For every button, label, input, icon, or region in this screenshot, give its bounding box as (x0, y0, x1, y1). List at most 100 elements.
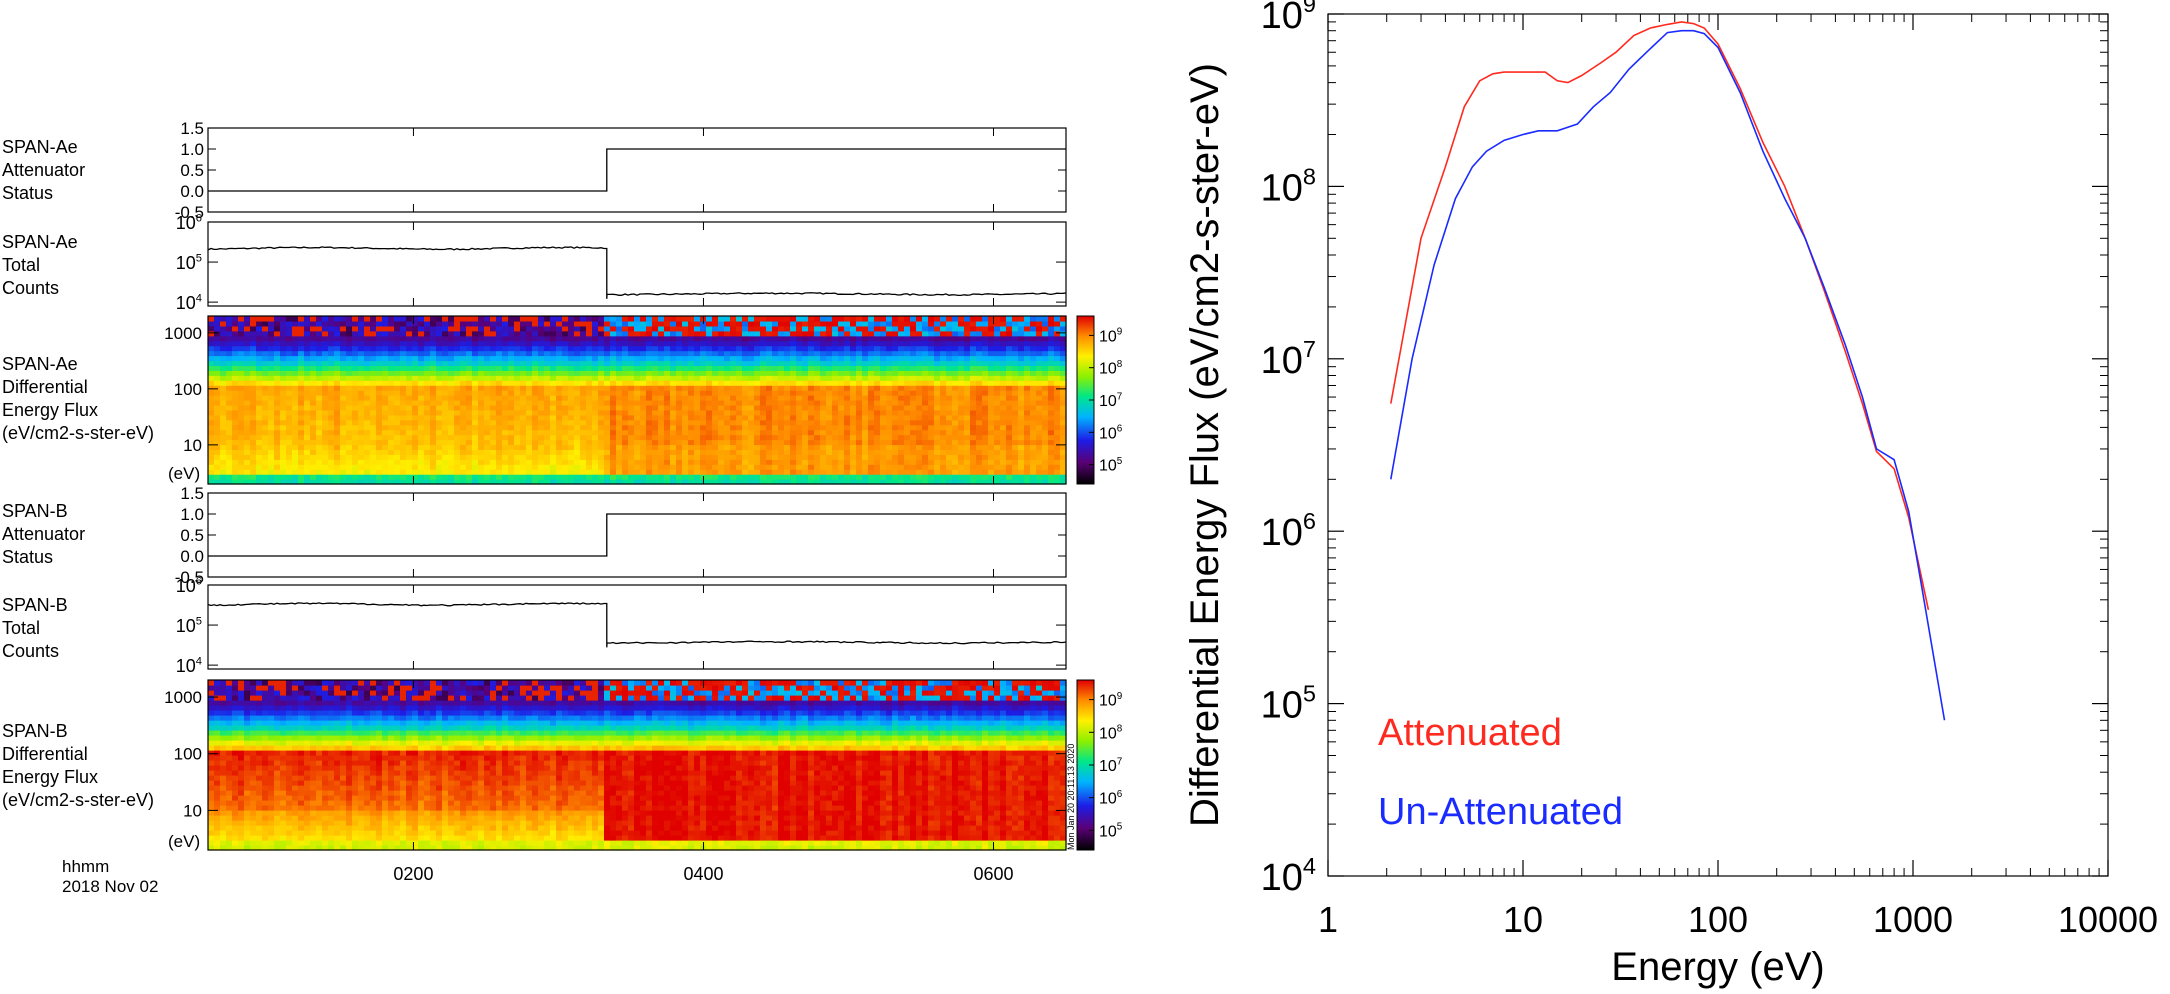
spectrogram-cell (340, 395, 347, 401)
spectrogram-cell (844, 424, 851, 431)
spectrogram-cell (556, 419, 563, 426)
spectrogram-cell (1012, 414, 1019, 421)
spectrogram-cell (442, 414, 449, 421)
spectrogram-cell (268, 385, 275, 391)
spectrogram-cell (694, 335, 701, 342)
spectrogram-cell (1030, 360, 1037, 367)
spectrogram-cell (436, 469, 443, 475)
spectrogram-cell (454, 414, 461, 421)
spectrogram-cell (346, 404, 353, 411)
spectrogram-cell (322, 459, 329, 465)
spectrogram-cell (490, 385, 497, 391)
spectrogram-cell (892, 479, 899, 485)
spectrogram-cell (1024, 345, 1031, 352)
spectrogram-cell (250, 350, 257, 357)
spectrogram-cell (526, 449, 533, 455)
spectrogram-cell (376, 395, 383, 401)
spectrogram-cell (304, 360, 311, 367)
spectrogram-cell (382, 424, 389, 431)
spectrogram-cell (682, 340, 689, 347)
spectrogram-cell (760, 316, 767, 322)
spectrogram-cell (970, 340, 977, 347)
spectrogram-cell (688, 325, 695, 332)
spectrogram-cell (520, 414, 527, 421)
spectrogram-cell (868, 350, 875, 357)
spectrogram-cell (772, 345, 779, 352)
spectrogram-cell (760, 479, 767, 485)
spectrogram-cell (478, 479, 485, 485)
spectrogram-cell (616, 474, 623, 480)
spectrogram-cell (1042, 390, 1049, 396)
spectrogram-cell (310, 350, 317, 357)
spectrogram-cell (514, 439, 521, 446)
spectrogram-cell (634, 330, 641, 337)
spectrogram-cell (736, 419, 743, 426)
spectrogram-cell (436, 474, 443, 480)
spectrogram-cell (850, 400, 857, 406)
spectrogram-cell (430, 449, 437, 455)
spectrogram-cell (298, 439, 305, 446)
spectrogram-cell (544, 385, 551, 391)
spectrogram-cell (232, 316, 239, 322)
spectrogram-cell (406, 340, 413, 347)
spectrogram-cell (274, 345, 281, 352)
spectrogram-cell (856, 390, 863, 396)
spectrogram-cell (730, 380, 737, 386)
spectrogram-cell (388, 459, 395, 465)
spectrogram-cell (856, 424, 863, 431)
spectrogram-cell (934, 355, 941, 362)
spectrogram-cell (538, 479, 545, 485)
y-tick-label: 100 (174, 380, 202, 399)
spectrogram-cell (580, 409, 587, 416)
spectrogram-cell (304, 469, 311, 475)
spectrogram-cell (208, 805, 215, 811)
spectrogram-cell (1036, 380, 1043, 386)
spectrogram-cell (784, 375, 791, 381)
spectrogram-cell (952, 419, 959, 426)
spectrogram-cell (520, 419, 527, 426)
spectrogram-cell (400, 340, 407, 347)
spectrogram-cell (532, 454, 539, 460)
spectrogram-cell (664, 419, 671, 426)
spectrogram-cell (952, 434, 959, 441)
spectrogram-cell (676, 409, 683, 416)
spectrogram-cell (376, 360, 383, 367)
spectrogram-cell (820, 335, 827, 342)
spectrogram-cell (1012, 474, 1019, 480)
spectrogram-cell (550, 400, 557, 406)
spectrogram-cell (262, 355, 269, 362)
spectrogram-cell (1048, 395, 1055, 401)
spectrogram-cell (868, 419, 875, 426)
spectrogram-cell (892, 390, 899, 396)
spectrogram-cell (616, 434, 623, 441)
spectrogram-cell (364, 474, 371, 480)
spectrogram-cell (298, 325, 305, 332)
spectrogram-cell (730, 444, 737, 451)
spectrogram-cell (886, 375, 893, 381)
spectrogram-cell (946, 320, 953, 327)
spectrogram-cell (604, 419, 611, 426)
spectrogram-cell (478, 469, 485, 475)
spectrogram-cell (274, 365, 281, 371)
spectrogram-cell (928, 365, 935, 371)
panel-label: SPAN-B Total Counts (2, 595, 73, 661)
spectrogram-cell (634, 340, 641, 347)
spectrogram-cell (316, 449, 323, 455)
spectrogram-cell (412, 419, 419, 426)
spectrogram-cell (1060, 419, 1067, 426)
spectrogram-cell (562, 479, 569, 485)
spectrogram-cell (946, 395, 953, 401)
spectrogram-cell (442, 400, 449, 406)
spectrogram-cell (262, 335, 269, 342)
spectrogram-cell (502, 330, 509, 337)
spectrogram-cell (928, 454, 935, 460)
spectrogram-cell (556, 350, 563, 357)
spectrogram-cell (238, 479, 245, 485)
spectrogram-cell (226, 340, 233, 347)
spectrogram-cell (424, 479, 431, 485)
spectrogram-cell (826, 409, 833, 416)
spectrogram-cell (262, 414, 269, 421)
spectrogram-cell (772, 459, 779, 465)
spectrogram-cell (208, 710, 215, 716)
spectrogram-cell (928, 335, 935, 342)
